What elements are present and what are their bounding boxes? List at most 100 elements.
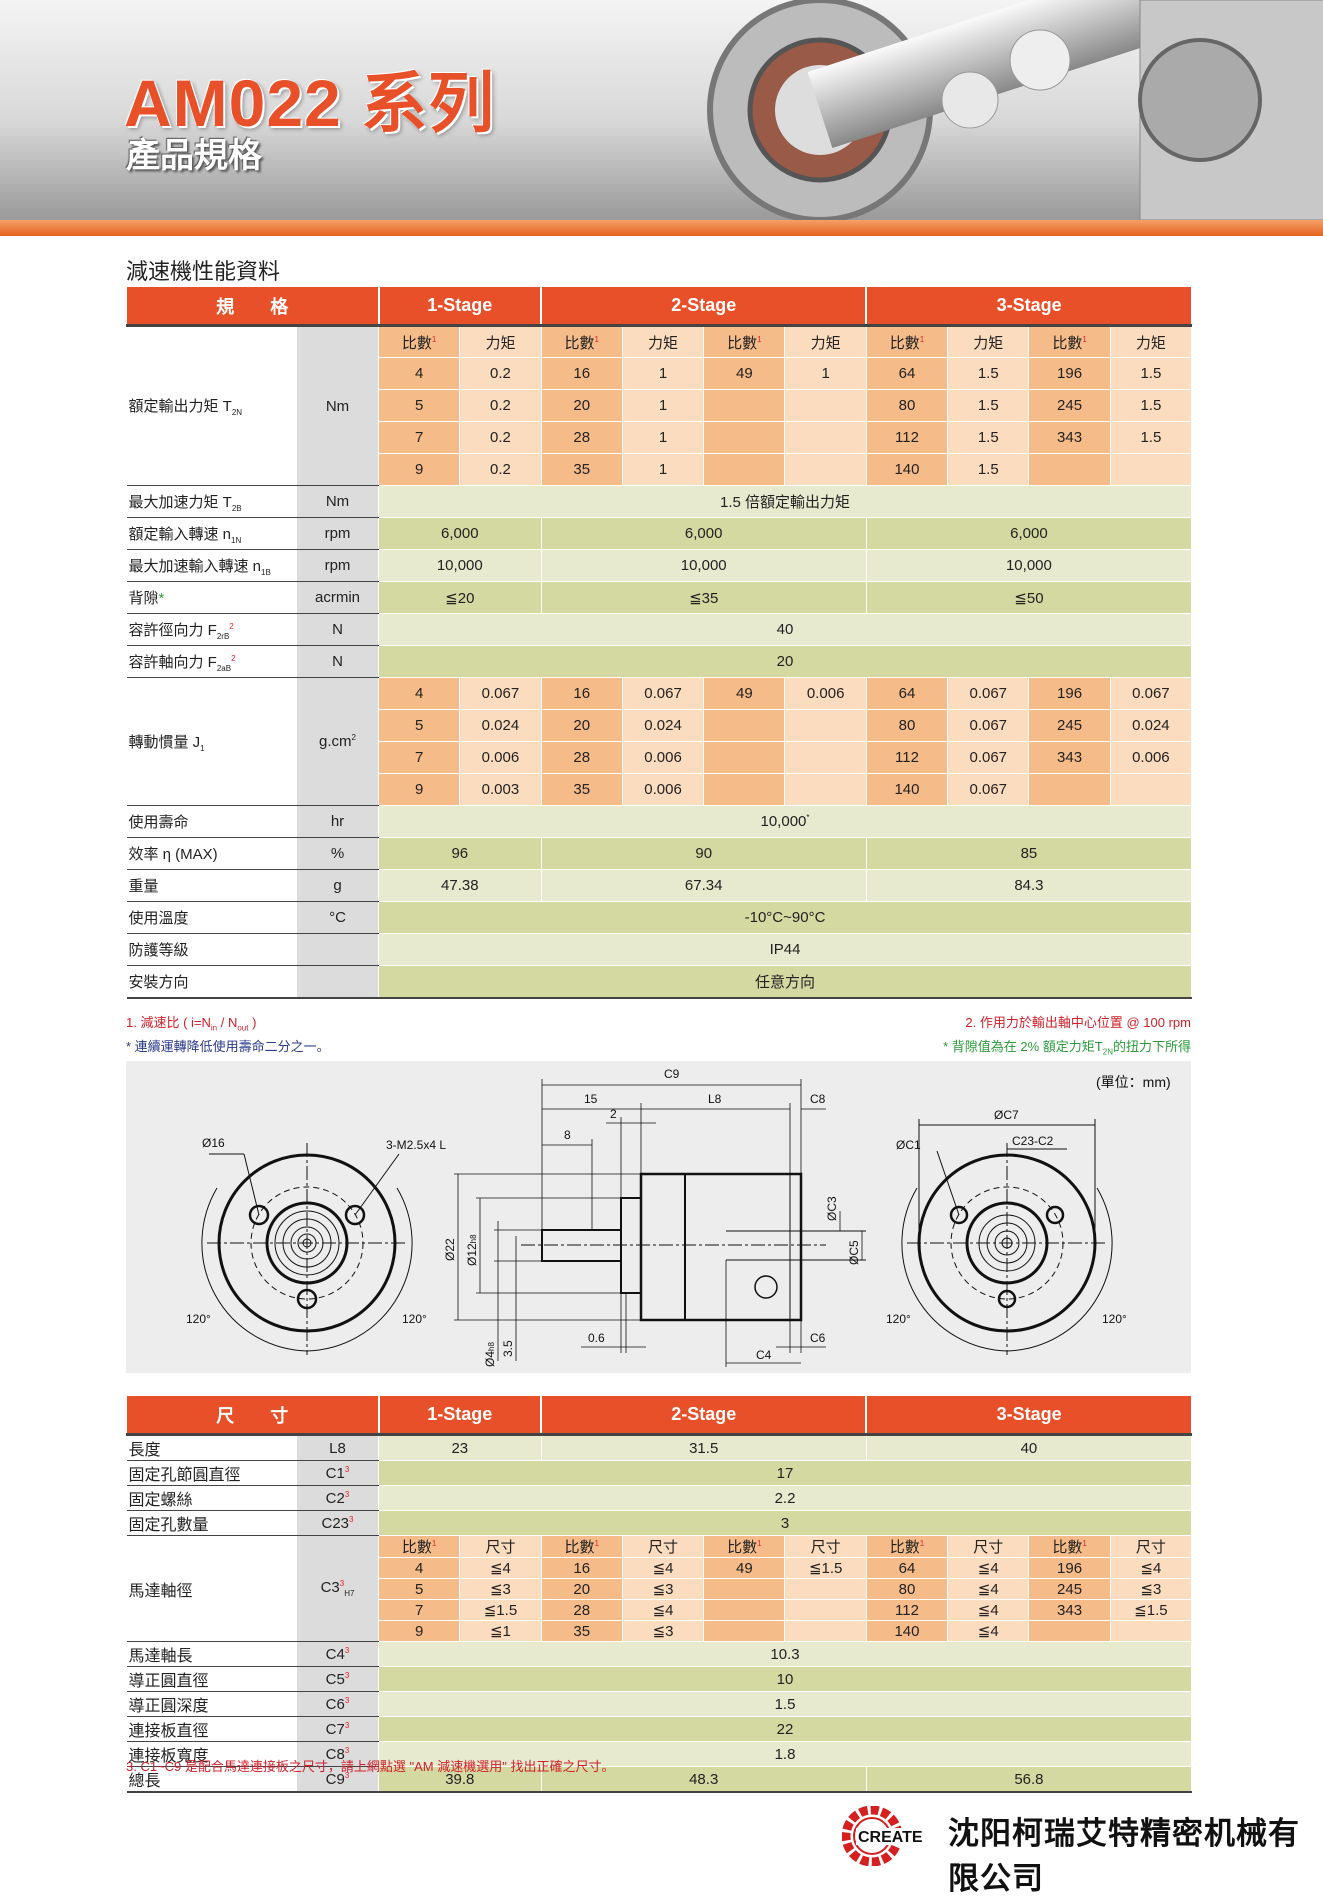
- value-cell: 22: [377, 1716, 1193, 1742]
- grid-cell: 0.067: [947, 709, 1030, 742]
- row-unit: C43: [296, 1641, 379, 1667]
- grid-cell: 1: [621, 389, 705, 422]
- unit-text: C7: [325, 1720, 345, 1738]
- row-unit: C13: [296, 1460, 379, 1486]
- subheader-cell: 尺寸: [784, 1535, 867, 1558]
- row-label: 連接板寬度: [126, 1741, 297, 1767]
- subheader-text: 力矩: [648, 334, 679, 352]
- subheader-cell: 力矩: [459, 325, 542, 358]
- label-angle-right-1: 120°: [886, 1312, 911, 1326]
- unit-text: °C: [329, 909, 346, 926]
- grid-cell: 196: [1028, 357, 1111, 390]
- label-phic5: ØC5: [847, 1240, 861, 1265]
- grid-cell: [703, 389, 786, 422]
- value-text: 40: [776, 621, 794, 638]
- grid-cell: [1028, 453, 1111, 486]
- grid-cell: 5: [377, 709, 461, 742]
- subheader-text: 比數: [1052, 1539, 1083, 1556]
- row-label-text: 馬達軸長: [128, 1648, 193, 1665]
- row-label-text: 安裝方向: [128, 973, 189, 991]
- grid-cell: 245: [1028, 709, 1111, 742]
- grid-cell: 5: [377, 1578, 461, 1600]
- grid-cell: 7: [377, 741, 461, 774]
- row-label-mark: *: [158, 590, 165, 607]
- row-label-sub: 2rB: [216, 631, 230, 641]
- row-label: 固定孔數量: [126, 1510, 297, 1536]
- value-sup: *: [806, 813, 810, 822]
- label-phi12-value: Ø12: [465, 1243, 479, 1266]
- label-c4: C4: [756, 1348, 772, 1362]
- row-label: 最大加速輸入轉速 n1B: [126, 549, 297, 582]
- grid-cell: 80: [865, 1578, 949, 1600]
- table-row: 5 0.2 20 1 80 1.5 245 1.5: [127, 389, 1193, 422]
- grid-cell: ≦4: [947, 1620, 1030, 1642]
- note-backlash-sub: 2N: [1102, 1047, 1113, 1057]
- table-row: 固定孔節圓直徑 C13 17: [126, 1460, 1193, 1486]
- subheader-cell: 尺寸: [459, 1535, 542, 1558]
- grid-cell: [784, 1620, 867, 1642]
- row-unit: C33H7: [296, 1535, 379, 1642]
- stage-value-cell: 67.34: [540, 869, 867, 902]
- table-row: 9 0.2 35 1 140 1.5: [127, 453, 1193, 486]
- value-text: 任意方向: [755, 973, 816, 991]
- grid-cell: 4: [377, 677, 461, 710]
- row-label-text: 馬達軸徑: [128, 1582, 193, 1600]
- subheader-cell: 比數1: [540, 325, 623, 358]
- subheader-text: 力矩: [810, 334, 841, 352]
- value-cell: 1.5 倍額定輸出力矩: [377, 485, 1193, 518]
- subheader-sup: 1: [431, 1539, 437, 1548]
- unit-text: rpm: [324, 525, 351, 542]
- subheader-cell: 比數1: [377, 1535, 461, 1558]
- row-label-text: 連接板寬度: [128, 1748, 209, 1765]
- unit-text: C4: [325, 1645, 345, 1663]
- value-text: -10°C~90°C: [744, 909, 826, 926]
- grid-cell: 0.024: [621, 709, 705, 742]
- row-label: 連接板直徑: [126, 1716, 297, 1742]
- row-label: 使用壽命: [126, 805, 297, 838]
- subheader-text: 力矩: [1135, 334, 1166, 352]
- unit-label: (單位：mm): [1096, 1074, 1171, 1090]
- row-label: 背隙*: [126, 581, 297, 614]
- value-text: IP44: [769, 941, 801, 958]
- unit-text: C1: [325, 1464, 345, 1482]
- create-logo: CREATE: [842, 1806, 938, 1866]
- header-stage-3: 3-Stage: [865, 1395, 1193, 1436]
- row-label-text: 固定螺絲: [128, 1492, 193, 1509]
- row-unit: %: [296, 837, 379, 870]
- value-cell: 1.8: [377, 1741, 1193, 1767]
- grid-cell: 28: [540, 421, 623, 454]
- grid-cell: 0.067: [947, 741, 1030, 774]
- unit-text: %: [330, 845, 345, 862]
- grid-cell: [784, 421, 867, 454]
- unit-text: rpm: [324, 557, 351, 574]
- row-label: 固定孔節圓直徑: [126, 1460, 297, 1486]
- grid-cell: 196: [1028, 677, 1111, 710]
- row-label-sub: 2N: [231, 408, 243, 417]
- row-label: 轉動慣量 J1: [126, 677, 297, 806]
- subheader-cell: 力矩: [1109, 325, 1193, 358]
- grid-cell: 343: [1028, 1599, 1111, 1621]
- unit-sup: 3: [344, 1670, 350, 1680]
- gear-shaft-image: [707, 0, 1323, 220]
- label-phi4: Ø4h8: [483, 1342, 497, 1367]
- subheader-text: 尺寸: [1135, 1539, 1166, 1556]
- unit-text: C23: [321, 1514, 350, 1532]
- unit-sup: 2: [351, 733, 356, 742]
- note-ratio-out: out: [237, 1023, 249, 1033]
- grid-cell: 1.5: [947, 357, 1030, 390]
- stage-value-cell: 10,000: [865, 549, 1193, 582]
- value-cell: IP44: [377, 933, 1193, 966]
- row-unit: acrmin: [296, 581, 379, 614]
- subheader-cell: 比數1: [1028, 325, 1111, 358]
- grid-cell: 112: [865, 741, 949, 774]
- table-row: 容許軸向力 F2aB2 N 20: [126, 645, 1193, 678]
- label-8: 8: [564, 1128, 571, 1142]
- grid-cell: 0.2: [459, 421, 542, 454]
- grid-cell: 0.067: [1109, 677, 1193, 710]
- side-view: [521, 1172, 866, 1322]
- subheader-text: 尺寸: [973, 1539, 1004, 1556]
- table-row: 導正圓深度 C63 1.5: [126, 1691, 1193, 1717]
- header-stage-1: 1-Stage: [377, 286, 542, 327]
- label-c8: C8: [810, 1092, 826, 1106]
- grid-cell: 1.5: [947, 453, 1030, 486]
